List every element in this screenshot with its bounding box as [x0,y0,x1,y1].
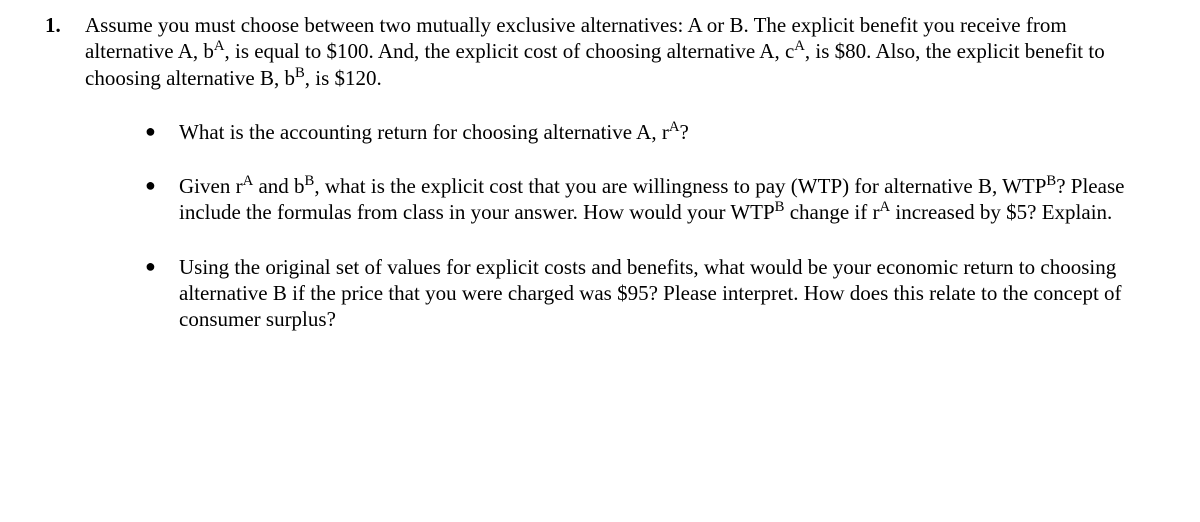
bullet-text: Given rA and bB, what is the explicit co… [179,173,1155,226]
bullet-item: ● Given rA and bB, what is the explicit … [145,173,1155,226]
bullet-item: ● Using the original set of values for e… [145,254,1155,333]
question-number: 1. [45,12,85,360]
bullet-list: ● What is the accounting return for choo… [85,119,1155,333]
question-row: 1. Assume you must choose between two mu… [45,12,1155,360]
bullet-dot-icon: ● [145,119,179,145]
bullet-text: What is the accounting return for choosi… [179,119,1155,145]
question-body: Assume you must choose between two mutua… [85,12,1155,360]
page: 1. Assume you must choose between two mu… [0,0,1200,360]
bullet-item: ● What is the accounting return for choo… [145,119,1155,145]
bullet-text: Using the original set of values for exp… [179,254,1155,333]
bullet-dot-icon: ● [145,173,179,226]
bullet-dot-icon: ● [145,254,179,333]
question-intro: Assume you must choose between two mutua… [85,12,1155,91]
